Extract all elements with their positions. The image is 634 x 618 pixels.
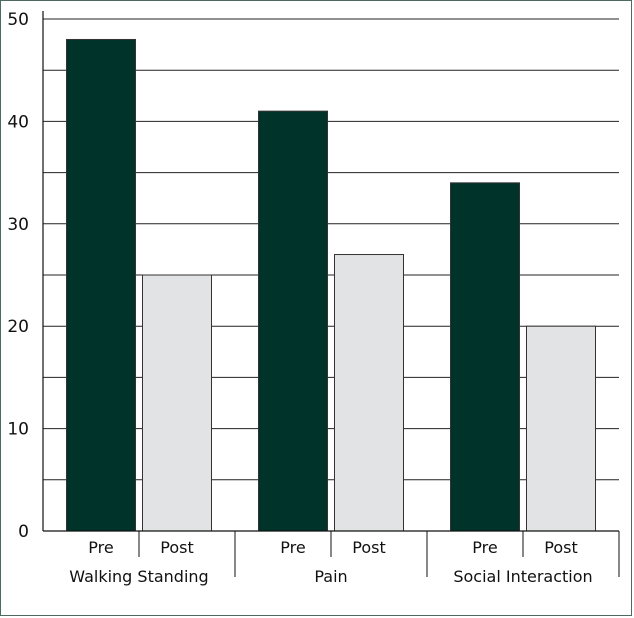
axes xyxy=(42,11,620,577)
x-group-label: Pain xyxy=(314,567,347,586)
x-label-post: Post xyxy=(160,538,193,557)
bar-post-1 xyxy=(334,254,404,532)
x-label-pre: Pre xyxy=(88,538,113,557)
y-tick-label: 0 xyxy=(18,522,29,542)
bars xyxy=(66,38,596,532)
x-label-pre: Pre xyxy=(472,538,497,557)
bar-pre-2 xyxy=(450,182,520,532)
y-tick-label: 30 xyxy=(7,215,29,235)
bar-pre-0 xyxy=(66,38,136,532)
x-group-label: Social Interaction xyxy=(453,567,592,586)
x-label-post: Post xyxy=(352,538,385,557)
x-group-label: Walking Standing xyxy=(69,567,208,586)
y-tick-label: 40 xyxy=(7,112,29,132)
bar-pre-1 xyxy=(258,110,328,532)
x-label-post: Post xyxy=(544,538,577,557)
x-labels: Pre Post Walking Standing Pre Post Pain Pre Pos… xyxy=(69,538,592,586)
bar-post-2 xyxy=(526,325,596,532)
gridlines xyxy=(43,18,619,481)
x-label-pre: Pre xyxy=(280,538,305,557)
y-tick-label: 20 xyxy=(7,317,29,337)
y-tick-label: 10 xyxy=(7,420,29,440)
bar-post-0 xyxy=(142,274,212,532)
y-tick-labels: 0 10 20 30 40 50 xyxy=(7,10,29,542)
y-tick-label: 50 xyxy=(7,10,29,30)
